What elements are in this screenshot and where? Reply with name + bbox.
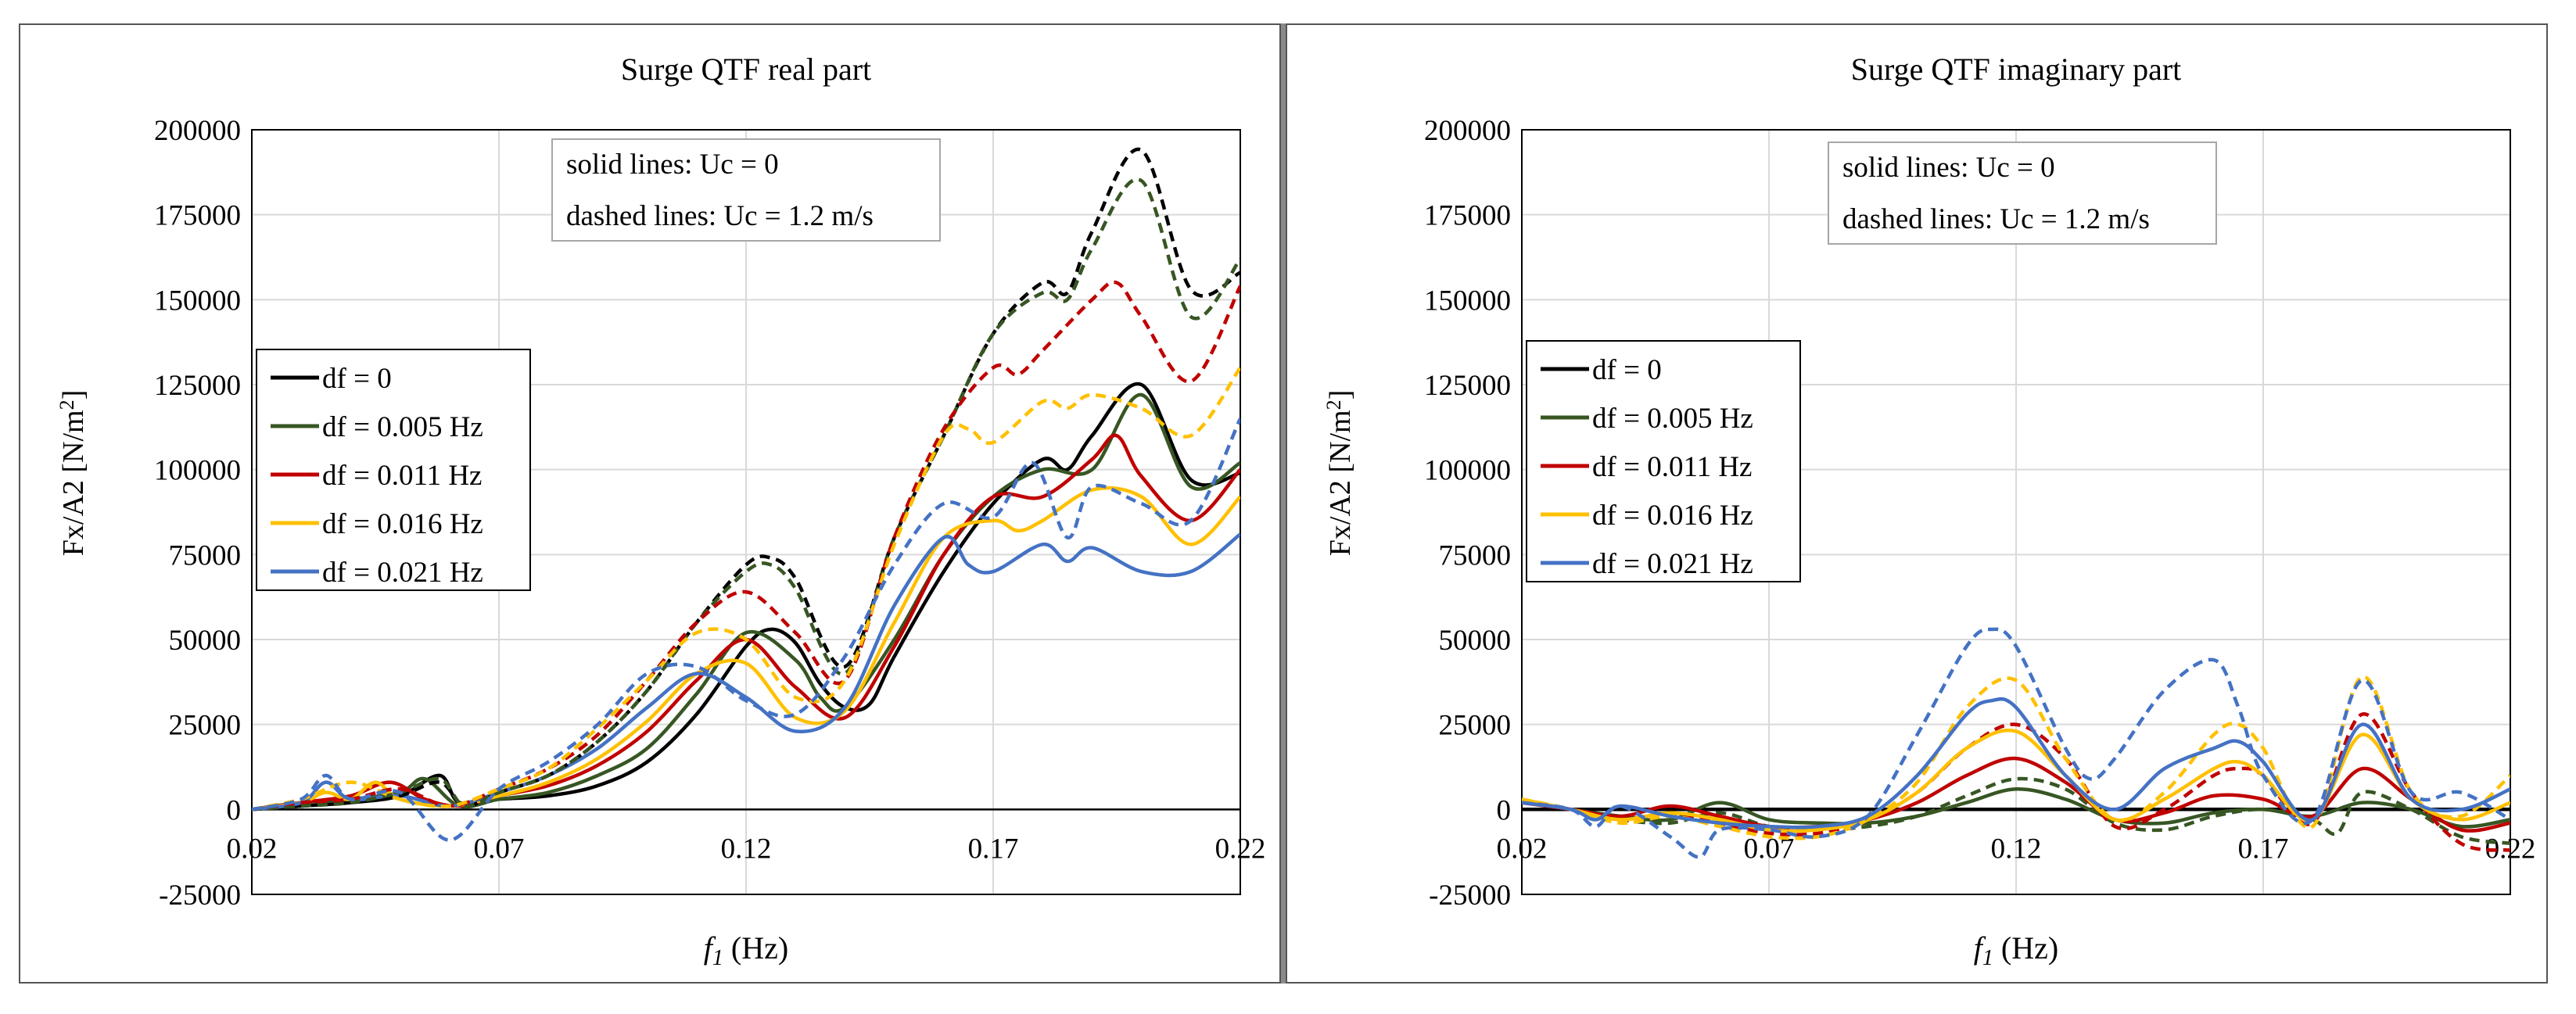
y-tick-label: 200000 <box>1424 115 1511 147</box>
y-axis-label: Fx/A2 [N/m2] <box>1322 390 1357 557</box>
annotation-box <box>1828 142 2217 245</box>
y-tick-label: 25000 <box>169 710 242 742</box>
series-line <box>252 486 1240 812</box>
legend-box <box>256 349 531 591</box>
y-tick-label: 200000 <box>154 115 241 147</box>
series-group <box>1522 627 2510 859</box>
chart-title: Surge QTF imaginary part <box>1851 52 2182 87</box>
y-tick-label: 150000 <box>1424 285 1511 317</box>
legend-box <box>1526 340 1801 582</box>
y-tick-label: 125000 <box>1424 370 1511 402</box>
y-tick-label: 25000 <box>1439 710 1512 742</box>
legend-label: df = 0 <box>1592 354 1662 386</box>
x-tick-label: 0.12 <box>721 833 772 865</box>
x-tick-label: 0.02 <box>1497 833 1548 865</box>
plot-area-frame <box>1521 129 2511 895</box>
series-line <box>1522 675 2510 840</box>
series-line <box>1522 697 2510 829</box>
annotation-text: solid lines: Uc = 0 <box>566 149 779 181</box>
legend-label: df = 0.005 Hz <box>322 411 483 443</box>
y-tick-label: 125000 <box>154 370 241 402</box>
legend-label: df = 0.016 Hz <box>1592 500 1753 532</box>
legend-label: df = 0.011 Hz <box>1592 451 1752 483</box>
y-tick-label: 50000 <box>1439 625 1512 657</box>
series-line <box>252 366 1240 812</box>
y-tick-label: 175000 <box>154 200 241 232</box>
y-tick-label: 50000 <box>169 625 242 657</box>
series-line <box>252 177 1240 812</box>
y-tick-label: 150000 <box>154 285 241 317</box>
series-group <box>252 147 1240 842</box>
series-line <box>1522 756 2510 833</box>
series-line <box>252 392 1240 812</box>
legend-label: df = 0.011 Hz <box>322 460 482 492</box>
x-tick-label: 0.02 <box>227 833 278 865</box>
y-tick-label: 175000 <box>1424 200 1511 232</box>
y-tick-label: 100000 <box>1424 455 1511 487</box>
y-tick-label: 0 <box>1497 794 1512 826</box>
annotation-box <box>551 138 941 242</box>
chart-panel-imaginary: Surge QTF imaginary part -25000 0 25000 5000… <box>1286 23 2548 984</box>
x-axis-label: f1 (Hz) <box>704 930 788 970</box>
y-tick-label: -25000 <box>159 880 241 912</box>
legend-label: df = 0 <box>322 363 392 395</box>
x-tick-label: 0.07 <box>474 833 525 865</box>
legend-label: df = 0.021 Hz <box>322 557 483 589</box>
y-axis-label: Fx/A2 [N/m2] <box>56 390 90 557</box>
legend-label: df = 0.021 Hz <box>1592 548 1753 580</box>
annotation-text: solid lines: Uc = 0 <box>1842 152 2055 184</box>
y-tick-label: 0 <box>227 794 242 826</box>
x-tick-label: 0.17 <box>968 833 1019 865</box>
legend-label: df = 0.016 Hz <box>322 508 483 540</box>
chart-imaginary-part: Surge QTF imaginary part -25000 0 25000 5000… <box>1322 52 2535 970</box>
annotation-text: dashed lines: Uc = 1.2 m/s <box>1842 203 2150 235</box>
panel-divider <box>1281 23 1286 984</box>
annotation-text: dashed lines: Uc = 1.2 m/s <box>566 200 874 232</box>
series-line <box>252 280 1240 812</box>
y-tick-label: -25000 <box>1429 880 1511 912</box>
chart-real-part: Surge QTF real part -25000 0 25000 50000 7500… <box>56 52 1266 970</box>
chart-panel-real: Surge QTF real part -25000 0 25000 50000 7500… <box>19 23 1281 984</box>
x-tick-label: 0.17 <box>2238 833 2289 865</box>
chart-title: Surge QTF real part <box>621 52 871 87</box>
x-tick-label: 0.12 <box>1991 833 2042 865</box>
y-tick-label: 75000 <box>169 539 242 571</box>
y-tick-label: 100000 <box>154 455 241 487</box>
x-tick-label: 0.22 <box>1215 833 1266 865</box>
y-tick-label: 75000 <box>1439 539 1512 571</box>
x-axis-label: f1 (Hz) <box>1974 930 2058 970</box>
series-line <box>252 433 1240 812</box>
series-line <box>1522 627 2510 859</box>
plot-area-frame <box>251 129 1241 895</box>
legend-label: df = 0.005 Hz <box>1592 403 1753 435</box>
